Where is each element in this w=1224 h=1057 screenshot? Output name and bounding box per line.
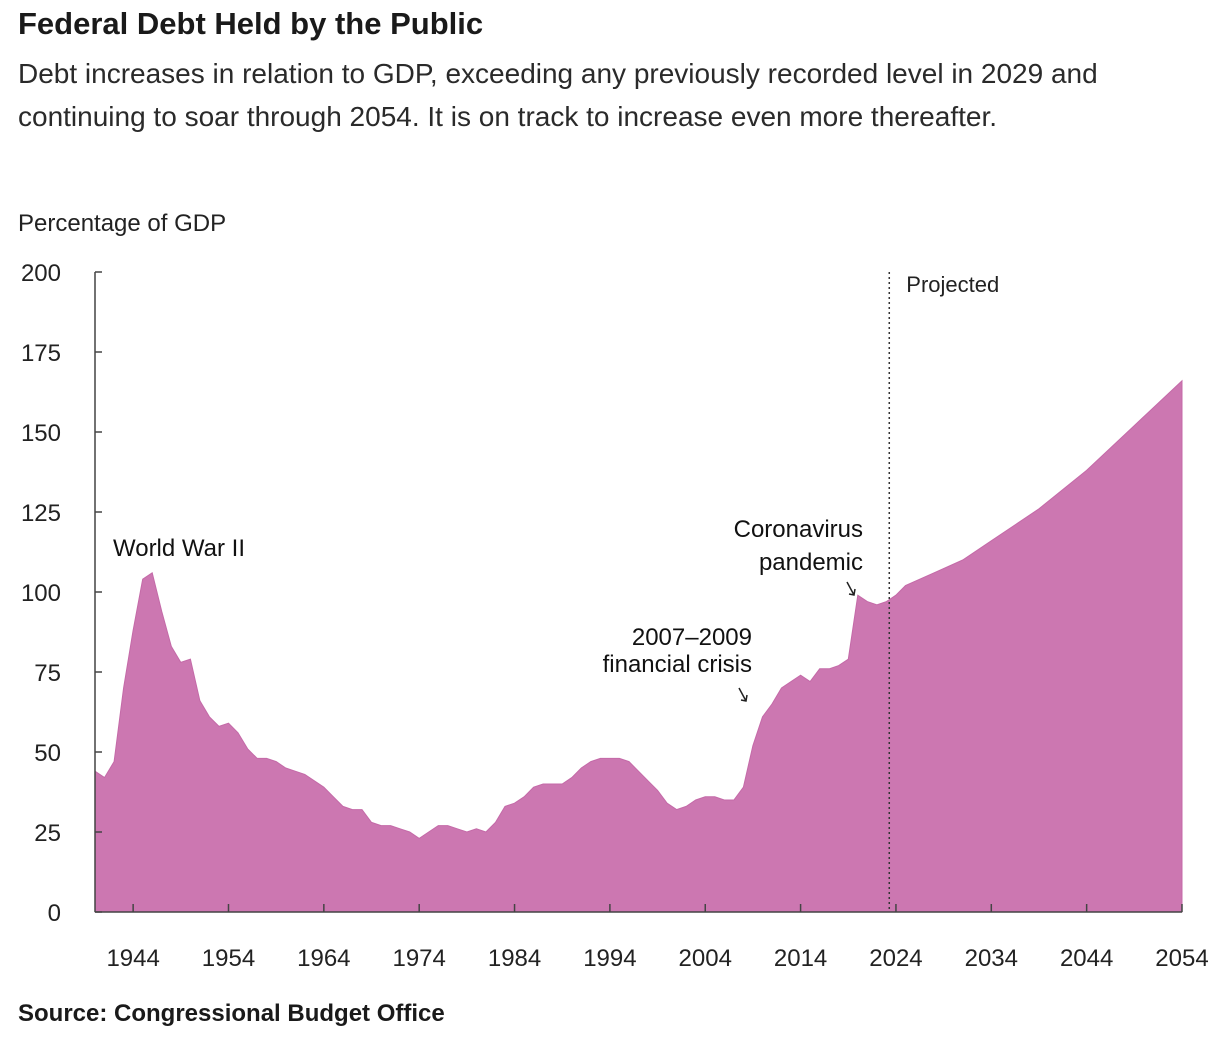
arrow-icon [846, 581, 856, 596]
x-tick-label: 1944 [106, 945, 159, 972]
x-tick-label: 2044 [1060, 945, 1113, 972]
chart-title: Federal Debt Held by the Public [18, 6, 484, 41]
x-tick-label: 1954 [202, 945, 255, 972]
x-tick-label: 2024 [869, 945, 922, 972]
x-tick-label: 2014 [774, 945, 827, 972]
projected-label: Projected [906, 272, 999, 297]
annotation-coronavirus: Coronavirus [734, 516, 863, 543]
y-tick-label: 100 [21, 580, 61, 607]
chart-subtitle: Debt increases in relation to GDP, excee… [18, 58, 1098, 132]
y-tick-label: 150 [21, 420, 61, 447]
x-tick-label: 2034 [965, 945, 1018, 972]
annotation-world-war-ii: World War II [113, 535, 245, 562]
x-tick-label: 1974 [392, 945, 445, 972]
y-axis-label: Percentage of GDP [18, 210, 226, 237]
x-tick-label: 1984 [488, 945, 541, 972]
y-tick-label: 125 [21, 500, 61, 527]
y-tick-label: 75 [34, 660, 61, 687]
y-tick-label: 0 [48, 900, 61, 927]
debt-area [94, 379, 1183, 913]
y-tick-label: 25 [34, 820, 61, 847]
arrow-icon [738, 687, 748, 702]
x-tick-label: 1994 [583, 945, 636, 972]
x-tick-label: 1964 [297, 945, 350, 972]
y-tick-label: 50 [34, 740, 61, 767]
y-tick-label: 175 [21, 340, 61, 367]
x-tick-label: 2004 [679, 945, 732, 972]
source-note: Source: Congressional Budget Office [18, 1000, 445, 1027]
x-tick-label: 2054 [1155, 945, 1208, 972]
annotation-coronavirus: pandemic [759, 549, 863, 576]
annotation-financial-crisis: 2007–2009 [632, 624, 752, 651]
y-tick-label: 200 [21, 260, 61, 287]
annotation-financial-crisis: financial crisis [603, 651, 752, 678]
